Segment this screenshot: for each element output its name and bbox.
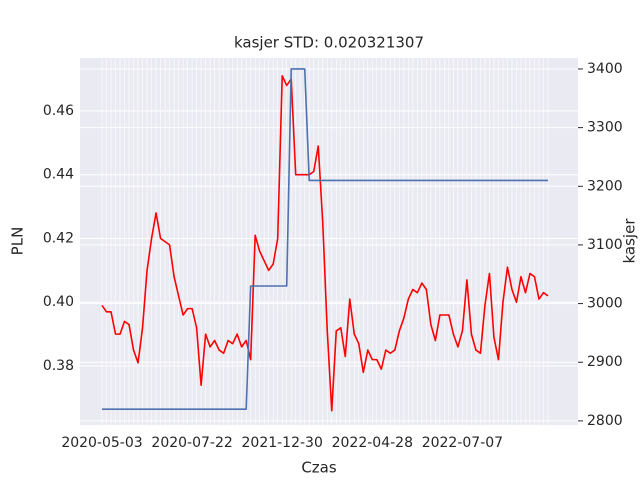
x-tick-label: 2020-05-03 xyxy=(61,435,142,451)
y-axis-label: PLN xyxy=(9,227,27,256)
y-tick-label: 0.46 xyxy=(43,103,74,119)
y-tick-label: 0.44 xyxy=(43,167,74,183)
y2-tick-label: 2800 xyxy=(587,413,623,429)
x-tick-label: 2021-12-30 xyxy=(242,435,323,451)
x-axis-label: Czas xyxy=(301,459,337,477)
y2-tick-label: 3200 xyxy=(587,178,623,194)
y2-tick-label: 3400 xyxy=(587,61,623,77)
y-tick-label: 0.42 xyxy=(43,230,74,246)
x-tick-label: 2022-04-28 xyxy=(332,435,413,451)
y2-tick-label: 3100 xyxy=(587,237,623,253)
y2-tick-label: 3300 xyxy=(587,120,623,136)
y2-tick-label: 2900 xyxy=(587,354,623,370)
x-tick-label: 2022-07-07 xyxy=(422,435,503,451)
y2-tick-label: 3000 xyxy=(587,296,623,312)
y2-axis-label: kasjer xyxy=(621,218,639,264)
y-tick-label: 0.40 xyxy=(43,294,74,310)
line-series xyxy=(102,68,548,410)
chart-title: kasjer STD: 0.020321307 xyxy=(234,34,424,52)
y-tick-label: 0.38 xyxy=(43,358,74,374)
line-series xyxy=(101,75,549,412)
x-tick-label: 2020-07-22 xyxy=(151,435,232,451)
